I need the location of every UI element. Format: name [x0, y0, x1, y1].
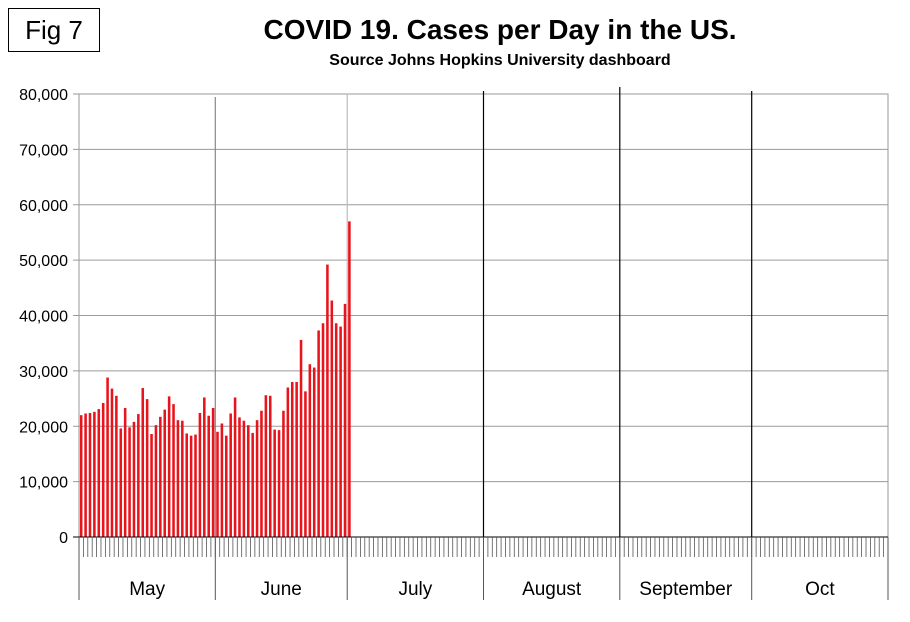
bar-day-47 — [282, 410, 285, 537]
bar-day-27 — [194, 434, 197, 537]
bar-day-11 — [123, 407, 127, 537]
month-label-august: August — [522, 579, 582, 600]
bar-day-61 — [343, 303, 347, 537]
month-divider-lines — [214, 87, 753, 537]
bar-day-13 — [132, 421, 136, 537]
y-tick-label-7: 70,000 — [19, 142, 68, 159]
bar-day-62 — [348, 221, 351, 538]
bar-day-17 — [150, 434, 153, 537]
bar-day-56 — [321, 323, 325, 537]
bar-day-57 — [326, 264, 329, 537]
bar-day-34 — [225, 435, 228, 537]
bar-day-35 — [229, 413, 232, 537]
bar-day-19 — [159, 416, 162, 537]
x-axis-month-labels: May June July August September Oct — [129, 579, 835, 600]
bar-day-12 — [128, 427, 131, 537]
bar-day-9 — [115, 395, 118, 537]
bar-day-28 — [198, 412, 202, 537]
y-tick-label-1: 10,000 — [19, 475, 68, 492]
bar-day-4 — [93, 411, 96, 537]
bar-day-6 — [101, 402, 105, 537]
bar-day-21 — [167, 396, 171, 537]
bar-day-58 — [330, 300, 334, 537]
bar-day-3 — [88, 412, 92, 537]
bar-day-29 — [203, 397, 206, 537]
bar-day-50 — [295, 381, 298, 537]
bar-day-26 — [189, 435, 193, 537]
y-axis-tick-labels: 0 10,000 20,000 30,000 40,000 50,000 60,000 70,… — [19, 87, 68, 547]
chart-subtitle: Source Johns Hopkins University dashboar… — [329, 52, 671, 69]
month-label-july: July — [398, 579, 432, 600]
bar-day-22 — [172, 404, 175, 537]
month-label-oct: Oct — [805, 579, 835, 600]
y-tick-label-5: 50,000 — [19, 253, 68, 270]
month-label-may: May — [129, 579, 165, 600]
bar-day-18 — [154, 425, 158, 537]
bar-day-60 — [339, 326, 342, 537]
bar-day-42 — [260, 410, 263, 537]
y-tick-label-2: 20,000 — [19, 419, 68, 436]
bar-day-51 — [299, 339, 303, 537]
x-axis — [73, 536, 889, 600]
bar-day-23 — [176, 420, 180, 537]
bar-day-16 — [145, 399, 149, 537]
bar-day-1 — [79, 415, 83, 537]
bar-day-31 — [211, 407, 215, 537]
bar-day-39 — [246, 425, 250, 537]
bar-day-5 — [97, 409, 101, 537]
bar-day-40 — [251, 432, 254, 537]
bar-day-25 — [185, 433, 188, 537]
bar-day-2 — [84, 413, 87, 537]
bar-day-43 — [264, 395, 268, 537]
bar-day-55 — [317, 330, 320, 537]
y-tick-label-4: 40,000 — [19, 309, 68, 326]
y-tick-label-3: 30,000 — [19, 364, 68, 381]
bar-day-10 — [119, 428, 123, 537]
bar-day-8 — [110, 388, 114, 537]
bar-day-15 — [141, 388, 145, 537]
bar-day-45 — [273, 429, 276, 537]
figure-label: Fig 7 — [8, 8, 100, 52]
bar-day-20 — [163, 409, 167, 537]
bar-day-59 — [334, 323, 338, 537]
y-tick-label-0: 0 — [59, 530, 68, 547]
bar-series — [79, 221, 351, 538]
bar-day-54 — [312, 367, 316, 537]
bar-day-32 — [216, 431, 219, 537]
bar-day-33 — [220, 423, 224, 537]
bar-day-14 — [137, 414, 140, 537]
bar-day-46 — [277, 430, 281, 537]
bar-day-24 — [181, 420, 184, 537]
bar-day-41 — [255, 420, 259, 537]
bar-day-49 — [290, 381, 294, 537]
bar-day-44 — [268, 395, 272, 537]
bar-day-48 — [286, 387, 290, 537]
bar-day-36 — [233, 397, 237, 537]
bar-day-53 — [308, 364, 312, 537]
month-label-september: September — [639, 579, 733, 600]
month-label-june: June — [261, 579, 302, 600]
bar-day-30 — [207, 415, 210, 537]
chart-title: COVID 19. Cases per Day in the US. — [263, 14, 737, 45]
bar-day-38 — [242, 420, 246, 537]
bar-day-37 — [238, 417, 241, 537]
bar-day-7 — [106, 377, 109, 537]
y-tick-label-8: 80,000 — [19, 87, 68, 104]
y-tick-label-6: 60,000 — [19, 198, 68, 215]
bar-day-52 — [304, 391, 307, 537]
